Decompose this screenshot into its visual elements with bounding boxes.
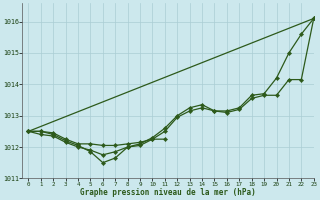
X-axis label: Graphe pression niveau de la mer (hPa): Graphe pression niveau de la mer (hPa) [80, 188, 256, 197]
